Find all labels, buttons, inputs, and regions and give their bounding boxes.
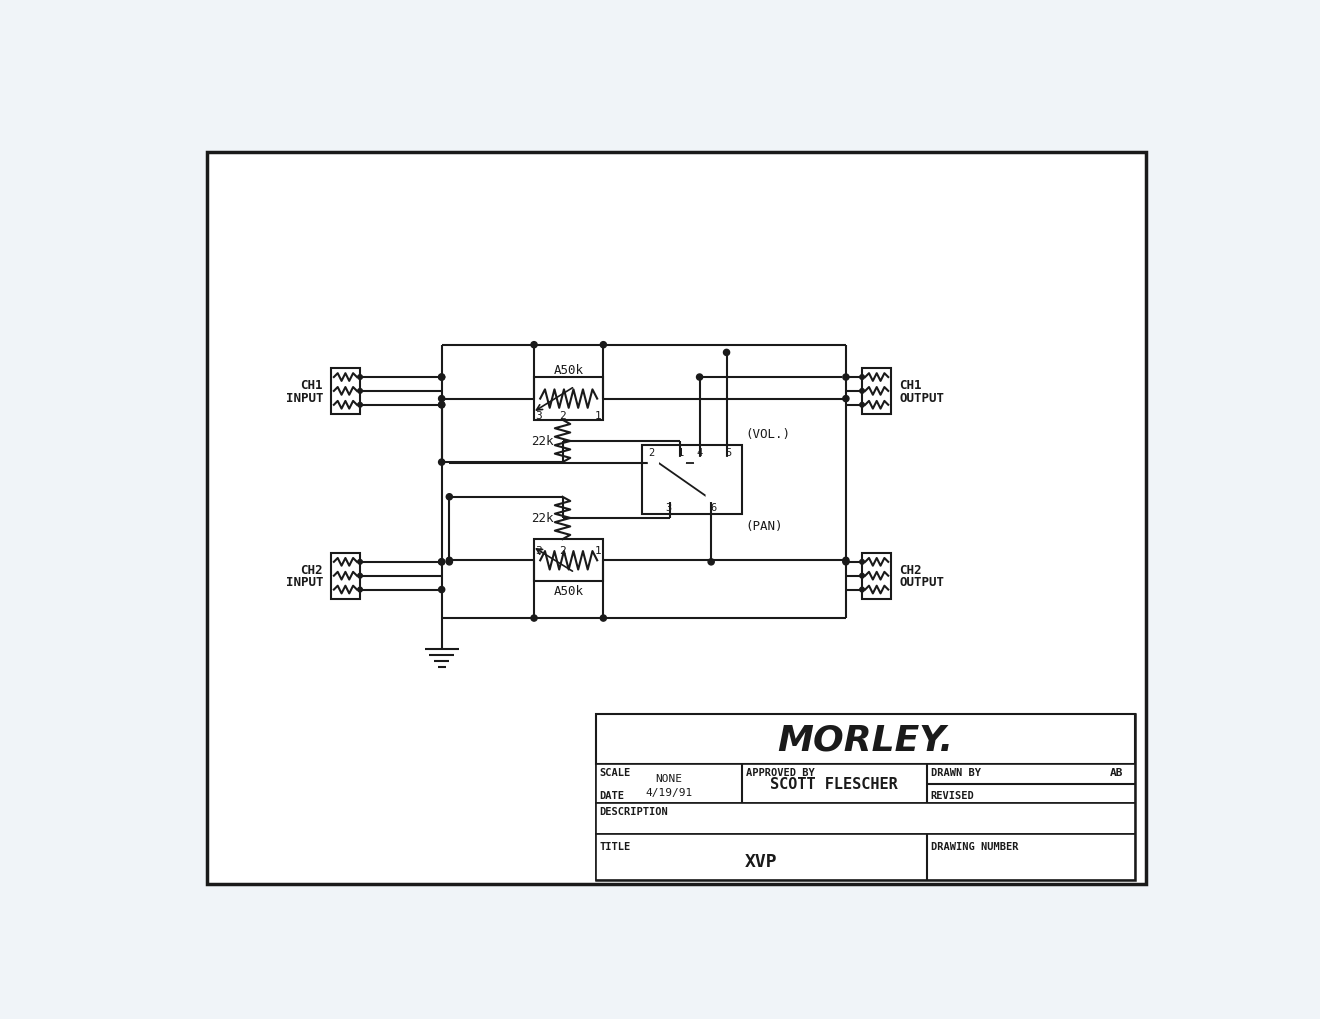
- Circle shape: [843, 557, 849, 564]
- Circle shape: [438, 403, 445, 409]
- Text: CH2: CH2: [301, 564, 323, 577]
- Circle shape: [697, 375, 702, 381]
- Circle shape: [358, 588, 363, 592]
- Text: 4: 4: [697, 447, 702, 458]
- Text: 1: 1: [595, 411, 602, 421]
- Text: 3: 3: [536, 411, 543, 421]
- Circle shape: [859, 375, 865, 380]
- Text: 3: 3: [665, 502, 671, 513]
- Text: OUTPUT: OUTPUT: [899, 576, 944, 589]
- Text: 3: 3: [536, 545, 543, 555]
- Text: TITLE: TITLE: [599, 842, 631, 852]
- Bar: [535, 540, 603, 582]
- Text: DESCRIPTION: DESCRIPTION: [599, 806, 668, 816]
- Text: CH1: CH1: [899, 379, 921, 392]
- Text: A50k: A50k: [553, 585, 583, 597]
- Text: A50k: A50k: [553, 364, 583, 377]
- Circle shape: [665, 492, 675, 501]
- Circle shape: [694, 459, 705, 468]
- Text: AB: AB: [1110, 767, 1123, 777]
- Circle shape: [438, 559, 445, 566]
- Circle shape: [446, 494, 453, 500]
- Circle shape: [358, 404, 363, 408]
- Bar: [595, 714, 1135, 880]
- Circle shape: [438, 587, 445, 593]
- Circle shape: [843, 375, 849, 381]
- Bar: [595, 764, 1135, 803]
- Text: INPUT: INPUT: [285, 576, 323, 589]
- Text: 4/19/91: 4/19/91: [645, 788, 693, 797]
- Text: OUTPUT: OUTPUT: [899, 391, 944, 405]
- Circle shape: [843, 396, 849, 403]
- Text: CH1: CH1: [301, 379, 323, 392]
- Bar: [595, 803, 1135, 834]
- Text: XVP: XVP: [744, 852, 777, 870]
- Bar: [595, 714, 1135, 764]
- Circle shape: [601, 615, 606, 622]
- Text: 22k: 22k: [531, 512, 553, 525]
- Text: 5: 5: [726, 447, 733, 458]
- Bar: [331, 369, 360, 415]
- Circle shape: [438, 396, 445, 403]
- Circle shape: [649, 459, 659, 468]
- Text: DRAWING NUMBER: DRAWING NUMBER: [931, 842, 1018, 852]
- Text: (PAN): (PAN): [746, 520, 783, 533]
- Circle shape: [859, 574, 865, 579]
- Bar: [535, 378, 603, 421]
- Bar: [642, 445, 742, 515]
- Text: 2: 2: [560, 545, 566, 555]
- Text: 6: 6: [710, 502, 717, 513]
- Text: INPUT: INPUT: [285, 391, 323, 405]
- Bar: [862, 553, 891, 599]
- Circle shape: [859, 588, 865, 592]
- Circle shape: [676, 459, 685, 468]
- Circle shape: [438, 460, 445, 466]
- Circle shape: [722, 459, 731, 468]
- Circle shape: [446, 559, 453, 566]
- Text: 2: 2: [560, 411, 566, 421]
- Text: SCALE: SCALE: [599, 767, 631, 777]
- Circle shape: [859, 404, 865, 408]
- Text: APPROVED BY: APPROVED BY: [746, 767, 814, 777]
- Text: DATE: DATE: [599, 791, 624, 800]
- Circle shape: [446, 557, 453, 564]
- Circle shape: [708, 559, 714, 566]
- Circle shape: [438, 375, 445, 381]
- Text: 2: 2: [648, 447, 655, 458]
- Circle shape: [843, 559, 849, 566]
- Circle shape: [706, 492, 715, 501]
- Text: MORLEY.: MORLEY.: [777, 722, 953, 756]
- Text: 1: 1: [677, 447, 684, 458]
- Circle shape: [358, 389, 363, 393]
- Circle shape: [438, 559, 445, 566]
- Circle shape: [723, 350, 730, 356]
- Bar: [595, 834, 1135, 880]
- Text: REVISED: REVISED: [931, 791, 974, 800]
- Circle shape: [438, 403, 445, 409]
- Circle shape: [438, 375, 445, 381]
- Circle shape: [358, 574, 363, 579]
- Circle shape: [358, 560, 363, 565]
- Text: 22k: 22k: [531, 435, 553, 448]
- Circle shape: [859, 389, 865, 393]
- Text: 1: 1: [595, 545, 602, 555]
- Text: CH2: CH2: [899, 564, 921, 577]
- Circle shape: [859, 560, 865, 565]
- Text: DRAWN BY: DRAWN BY: [931, 767, 981, 777]
- Text: NONE: NONE: [655, 773, 682, 783]
- Circle shape: [358, 375, 363, 380]
- Bar: [862, 369, 891, 415]
- Circle shape: [601, 342, 606, 348]
- Circle shape: [531, 615, 537, 622]
- Text: SCOTT FLESCHER: SCOTT FLESCHER: [771, 776, 898, 792]
- Text: (VOL.): (VOL.): [746, 427, 791, 440]
- Circle shape: [531, 342, 537, 348]
- Bar: [331, 553, 360, 599]
